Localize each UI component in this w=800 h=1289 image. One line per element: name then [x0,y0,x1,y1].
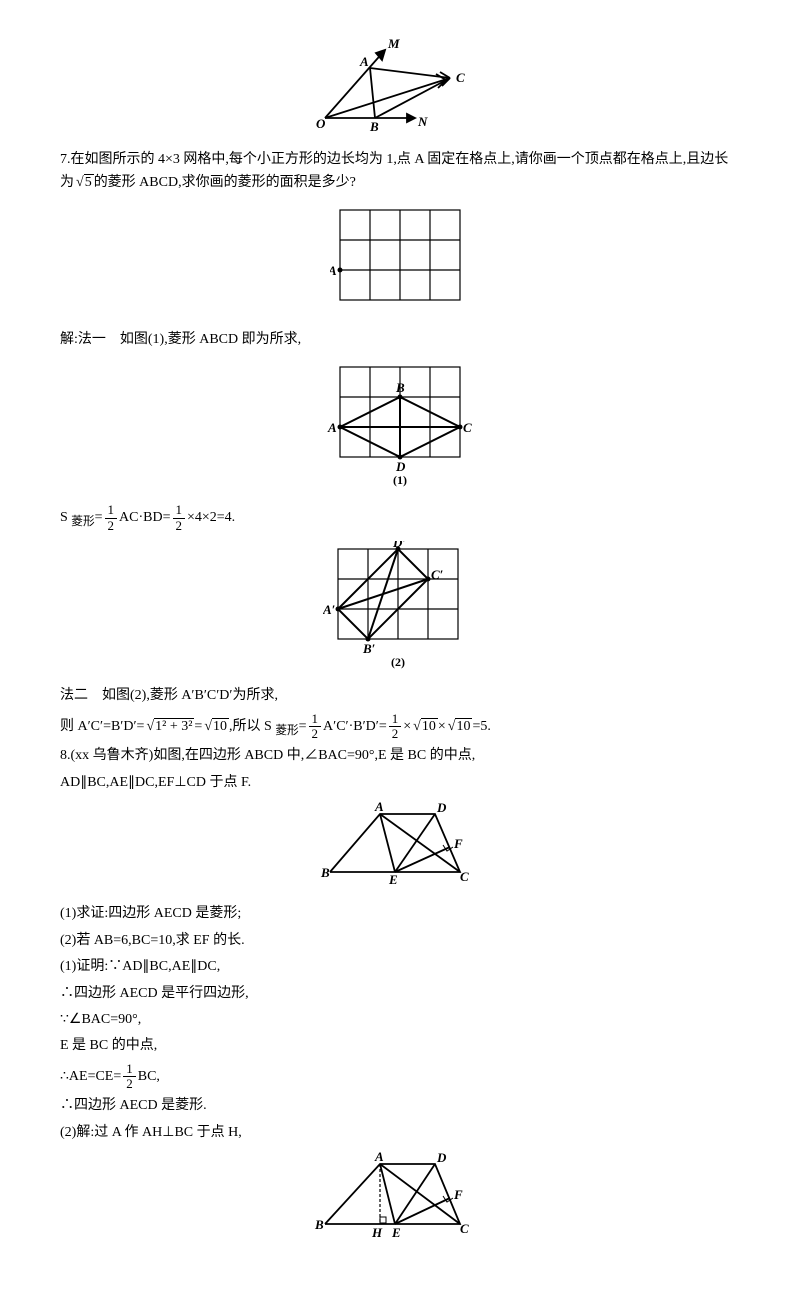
q8-line1: 8.(xx 乌鲁木齐)如图,在四边形 ABCD 中,∠BAC=90°,E 是 B… [60,745,740,767]
label-b: B [369,119,379,133]
sol7b-b: B′ [362,641,376,656]
fig-sol7a: A B C D (1) [60,359,740,495]
q8-p5d: 2 [123,1077,136,1091]
q8-p5b: BC, [138,1069,160,1084]
sol7a-a: A [327,420,337,435]
s7a-f5: ×4×2=4. [187,510,235,525]
q8-sol2: (2)解:过 A 作 AH⊥BC 于点 H, [60,1122,740,1144]
s7b-10: A′C′·B′D′= [323,719,387,734]
s7b-15: × [438,719,446,734]
q8f1-f: F [453,836,463,851]
q7-text-2: 的菱形 ABCD,求你画的菱形的面积是多少? [94,175,356,190]
q8-p5n: 1 [123,1062,136,1077]
s7a-f2: 菱形 [71,515,94,528]
sol7a-formula: S 菱形=12AC·BD=12×4×2=4. [60,503,740,533]
sol7a-intro: 解:法一 如图(1),菱形 ABCD 即为所求, [60,329,740,351]
sol7b-line1: 法二 如图(2),菱形 A′B′C′D′为所求, [60,685,740,707]
sol7a-b: B [395,380,405,395]
q8f2-h: H [371,1225,383,1240]
q8-proof5: ∴AE=CE=12BC, [60,1062,740,1092]
q8-sub1: (1)求证:四边形 AECD 是菱形; [60,903,740,925]
s7b-4: 10 [212,718,229,734]
q8f1-e: E [388,872,398,887]
sol7b-line2: 则 A′C′=B′D′=1² + 3²=10,所以 S 菱形=12A′C′·B′… [60,712,740,742]
q7-sqrt: 5 [84,174,94,190]
q8-proof3: ∵∠BAC=90°, [60,1009,740,1031]
label-o: O [316,116,326,131]
q7-blank-a: A [330,263,337,278]
label-c: C [456,70,465,85]
sol7b-a: A′ [323,602,336,617]
s7b-3: = [194,719,202,734]
s7b-5: ,所以 S [229,719,275,734]
s7b-11: 1 [389,712,402,727]
fig-sol7b: A′ D′ C′ B′ (2) [60,541,740,677]
q8-proof4: E 是 BC 的中点, [60,1035,740,1057]
q8f2-d: D [436,1152,447,1165]
s7b-8: 1 [309,712,322,727]
s7b-17: =5. [472,719,490,734]
q8-p5a: ∴AE=CE= [60,1069,121,1084]
s7a-fd2: 2 [173,519,186,533]
label-m: M [387,38,400,51]
s7b-7: = [299,719,307,734]
s7b-9: 2 [309,727,322,741]
sol7a-caption: (1) [393,473,407,487]
label-a: A [359,54,369,69]
q8-proof6: ∴四边形 AECD 是菱形. [60,1095,740,1117]
fig-q8-2: A B C D E F H [60,1152,740,1250]
q8-proof1: (1)证明:∵AD∥BC,AE∥DC, [60,956,740,978]
s7b-12: 2 [389,727,402,741]
q8f2-b: B [314,1217,324,1232]
q8-sub2: (2)若 AB=6,BC=10,求 EF 的长. [60,930,740,952]
s7a-fd1: 2 [105,519,118,533]
s7a-fn1: 1 [105,503,118,518]
sol7a-d: D [395,459,406,474]
q8f2-f: F [453,1187,463,1202]
q8f2-a: A [374,1152,384,1164]
s7b-16: 10 [455,718,472,734]
q8f1-b: B [320,865,330,880]
label-n: N [417,114,428,129]
q8f2-c: C [460,1221,469,1236]
q8f1-c: C [460,869,469,884]
q8f1-a: A [374,802,384,814]
s7b-14: 10 [421,718,438,734]
sol7b-d: D′ [392,541,406,550]
sol7b-c: C′ [431,567,444,582]
q7-text: 7.在如图所示的 4×3 网格中,每个小正方形的边长均为 1,点 A 固定在格点… [60,149,740,194]
s7b-6: 菱形 [275,724,298,737]
fig-top: M A C O B N [60,38,740,141]
s7a-f1: S [60,510,71,525]
s7b-13: × [403,719,411,734]
fig-q7-blank: A [60,202,740,320]
q8f2-e: E [391,1225,401,1240]
q8-proof2: ∴四边形 AECD 是平行四边形, [60,983,740,1005]
s7a-f3: = [95,510,103,525]
sol7b-caption: (2) [391,655,405,669]
s7b-1: 则 A′C′=B′D′= [60,719,144,734]
fig-q8-1: A B C D E F [60,802,740,895]
q8f1-d: D [436,802,447,815]
sol7a-c: C [463,420,472,435]
s7b-2: 1² + 3² [154,718,194,734]
q8-line2: AD∥BC,AE∥DC,EF⊥CD 于点 F. [60,772,740,794]
s7a-fn2: 1 [173,503,186,518]
s7a-f4: AC·BD= [119,510,170,525]
